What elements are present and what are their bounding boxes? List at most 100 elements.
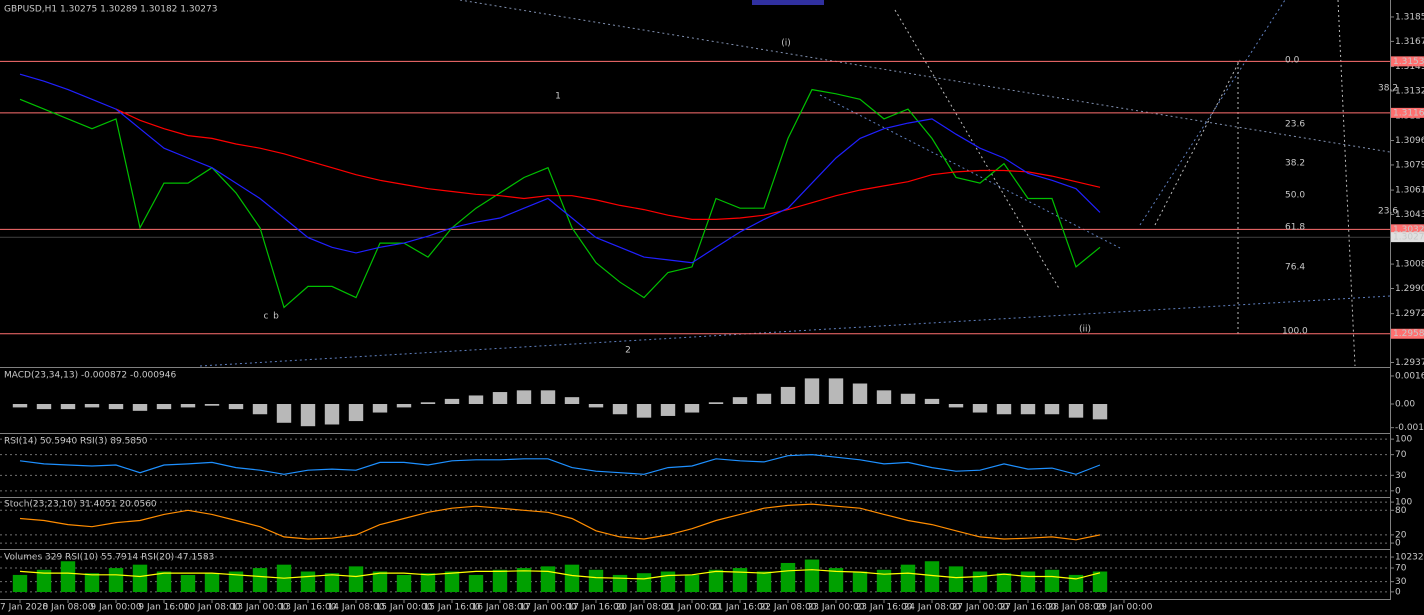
x-tick-label: 13 Jan 16:00 xyxy=(280,603,337,613)
bar xyxy=(1068,404,1084,418)
bar xyxy=(924,561,940,593)
fib-label: 23.6 xyxy=(1378,207,1398,217)
y-tick-label: 10232 xyxy=(1395,553,1424,563)
wave-label: 2 xyxy=(625,346,631,356)
fib-label: 0.0 xyxy=(1285,56,1300,66)
y-tick-label: 1.30965 xyxy=(1395,136,1424,146)
price-label-box xyxy=(1391,107,1424,118)
series-line xyxy=(115,108,1101,220)
y-tick-label: 0 xyxy=(1395,587,1401,597)
bar xyxy=(1092,571,1108,593)
pane-title: RSI(14) 50.5940 RSI(3) 89.5850 xyxy=(4,437,148,447)
y-tick-label: 0 xyxy=(1395,486,1401,496)
x-tick-label: 10 Jan 08:00 xyxy=(184,603,241,613)
bar xyxy=(876,569,892,593)
bar xyxy=(60,561,76,593)
bar xyxy=(540,566,556,593)
fib-label: 76.4 xyxy=(1285,263,1305,273)
bar xyxy=(516,568,532,593)
wave-label: (i) xyxy=(781,39,791,49)
bar xyxy=(420,402,436,404)
y-tick-label: 70 xyxy=(1395,450,1407,460)
y-tick-label: 30 xyxy=(1395,577,1407,587)
bar xyxy=(1068,574,1084,593)
y-tick-label: 1.29905 xyxy=(1395,284,1424,294)
bar xyxy=(1020,404,1036,415)
y-tick-label: 30 xyxy=(1395,471,1407,481)
fib-label: 61.8 xyxy=(1285,223,1305,233)
bar xyxy=(708,569,724,593)
bar xyxy=(492,569,508,593)
y-tick-label: 0.00 xyxy=(1395,400,1415,410)
bar xyxy=(1044,569,1060,593)
price-label: 1.31163 xyxy=(1393,108,1424,118)
scroll-marker xyxy=(752,0,824,5)
bar xyxy=(972,404,988,413)
pane-title: GBPUSD,H1 1.30275 1.30289 1.30182 1.3027… xyxy=(4,5,217,15)
bar xyxy=(636,573,652,593)
bar xyxy=(780,562,796,593)
bar xyxy=(84,404,100,408)
bar xyxy=(228,404,244,410)
bar xyxy=(372,404,388,413)
bar xyxy=(588,569,604,593)
bar xyxy=(12,574,28,593)
bar xyxy=(660,404,676,416)
bar xyxy=(156,571,172,593)
y-tick-label: 1.30790 xyxy=(1395,160,1424,170)
bar xyxy=(252,568,268,593)
bar xyxy=(972,571,988,593)
fib-label: 38.2 xyxy=(1285,159,1305,169)
bar xyxy=(780,386,796,404)
wave-label: (ii) xyxy=(1079,325,1091,335)
current-price-box xyxy=(1391,232,1424,243)
pane-title: Stoch(23,23,10) 31.4051 20.0560 xyxy=(4,500,157,510)
bar xyxy=(300,404,316,427)
y-tick-label: 1.30080 xyxy=(1395,260,1424,270)
fib-label: 100.0 xyxy=(1282,327,1308,337)
y-tick-label: 1.31320 xyxy=(1395,86,1424,96)
bar xyxy=(84,573,100,593)
bar xyxy=(300,571,316,593)
bar xyxy=(732,397,748,404)
wave-label: b xyxy=(273,312,279,322)
bar xyxy=(492,392,508,404)
x-tick-label: 27 Jan 00:00 xyxy=(952,603,1009,613)
trend-line xyxy=(199,295,1391,367)
bar xyxy=(468,574,484,593)
x-tick-label: 27 Jan 16:00 xyxy=(1000,603,1057,613)
x-tick-label: 8 Jan 08:00 xyxy=(42,603,94,613)
price-label-box xyxy=(1391,56,1424,67)
y-tick-label: 1.29375 xyxy=(1395,358,1424,368)
y-tick-label: 100 xyxy=(1395,435,1412,445)
bar xyxy=(636,404,652,418)
bar xyxy=(12,404,28,408)
x-tick-label: 23 Jan 16:00 xyxy=(856,603,913,613)
fib-label: 23.6 xyxy=(1285,120,1305,130)
bar xyxy=(948,566,964,593)
bar xyxy=(660,571,676,593)
bar xyxy=(420,573,436,593)
x-tick-label: 24 Jan 08:00 xyxy=(904,603,961,613)
bar xyxy=(804,378,820,404)
bar xyxy=(252,404,268,415)
bar xyxy=(996,573,1012,593)
channel-line xyxy=(819,94,1121,249)
y-tick-label: -0.001386 xyxy=(1395,423,1424,433)
x-tick-label: 21 Jan 00:00 xyxy=(664,603,721,613)
bar xyxy=(180,574,196,593)
x-tick-label: 16 Jan 08:00 xyxy=(472,603,529,613)
bar xyxy=(396,574,412,593)
bar xyxy=(348,404,364,422)
bar xyxy=(396,404,412,408)
x-tick-label: 9 Jan 16:00 xyxy=(138,603,190,613)
bar xyxy=(444,571,460,593)
bar xyxy=(684,404,700,413)
bar xyxy=(828,568,844,593)
bar xyxy=(1092,404,1108,420)
y-tick-label: 20 xyxy=(1395,530,1407,540)
series-line xyxy=(19,73,1101,264)
x-tick-label: 20 Jan 08:00 xyxy=(616,603,673,613)
bar xyxy=(828,378,844,404)
bar xyxy=(564,564,580,593)
